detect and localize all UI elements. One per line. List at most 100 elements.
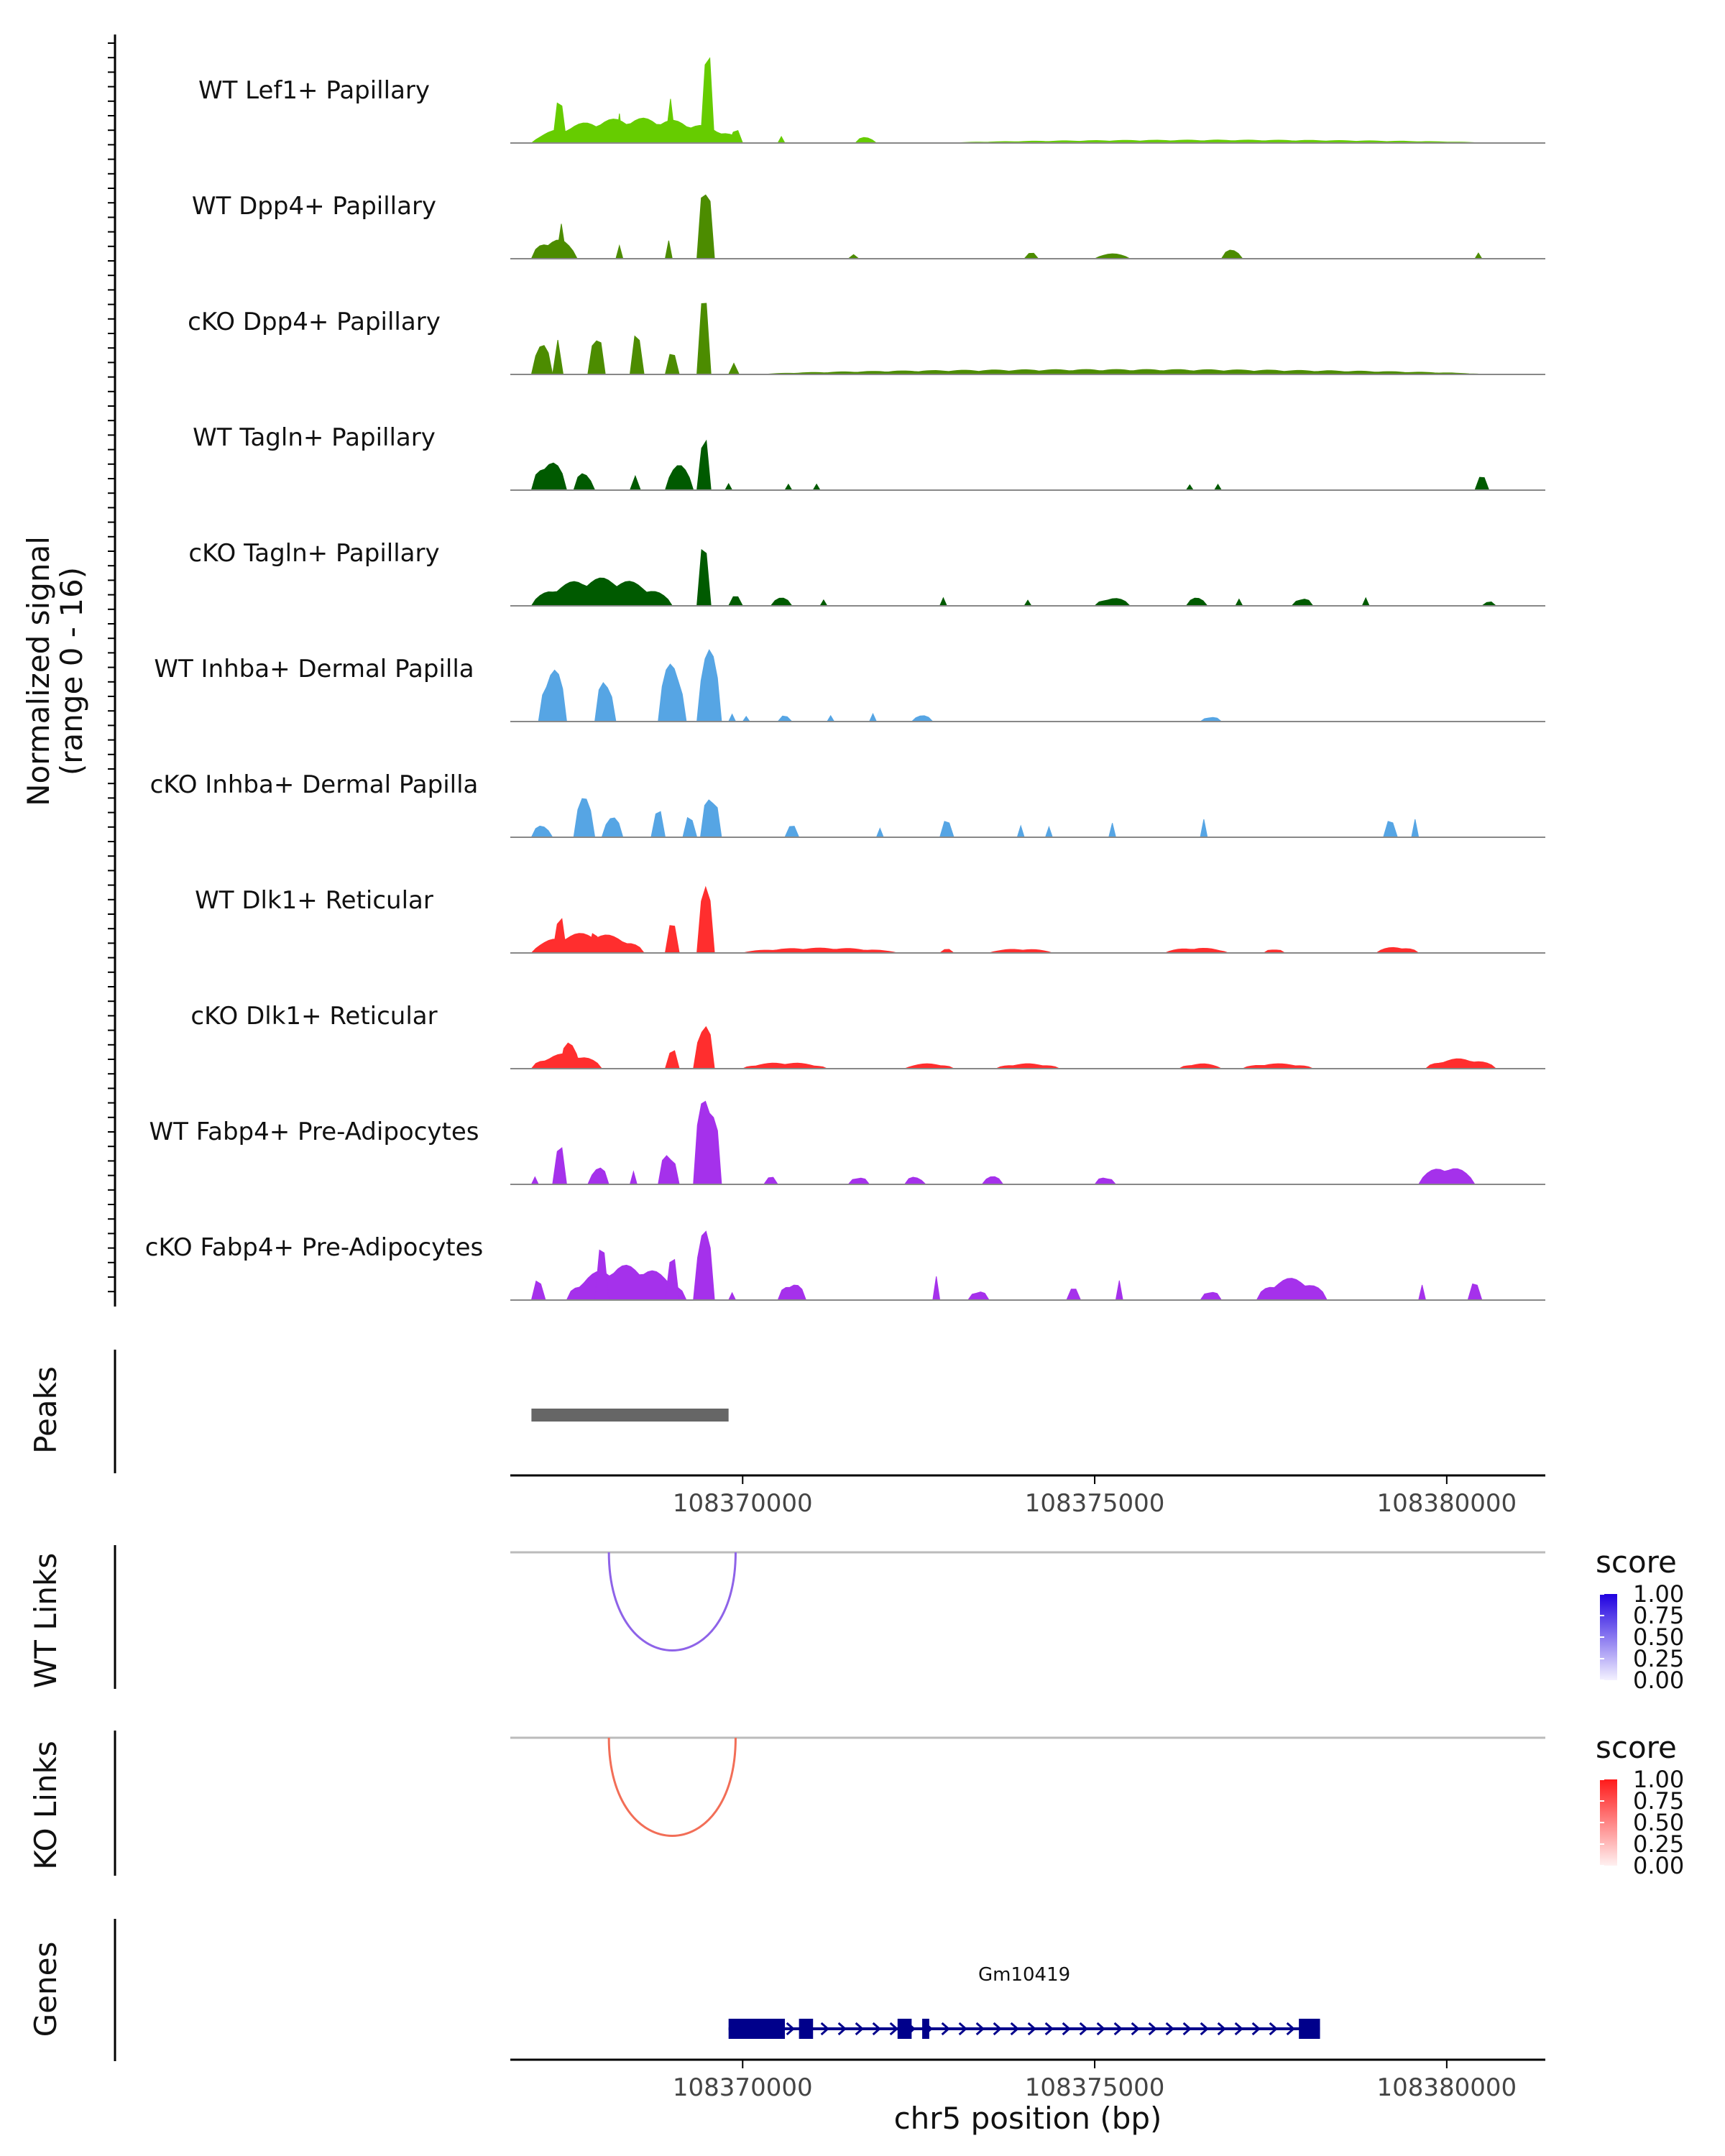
- coverage-peak: [1235, 598, 1243, 607]
- coverage-peak: [601, 817, 624, 838]
- x-axis-bottom: 108370000 108375000 108380000: [673, 2060, 1517, 2102]
- strand-arrow: [872, 2022, 881, 2036]
- y-axis-label-line: Normalized signal: [21, 536, 56, 806]
- coverage-peak: [904, 1063, 954, 1069]
- coverage-peak: [981, 1176, 1004, 1185]
- gene-exon: [897, 2019, 912, 2039]
- track-label: WT Fabp4+ Pre-Adipocytes: [150, 1118, 479, 1146]
- track: WT Dpp4+ Papillary: [192, 192, 1545, 259]
- coverage-peak: [629, 474, 641, 491]
- coverage-peak: [1066, 1289, 1082, 1301]
- track: WT Fabp4+ Pre-Adipocytes: [150, 1100, 1545, 1185]
- strand-arrow: [889, 2022, 898, 2036]
- y-axis-ticks: [108, 42, 115, 1293]
- legend-tick-label: 0.00: [1633, 1667, 1684, 1694]
- coverage-peak: [530, 933, 645, 954]
- track: cKO Dlk1+ Reticular: [190, 1002, 1545, 1069]
- coverage-peak: [1024, 599, 1032, 607]
- x-tick-label: 108380000: [1377, 1489, 1517, 1518]
- track: cKO Tagln+ Papillary: [188, 539, 1545, 607]
- coverage-peak: [530, 1280, 546, 1301]
- strand-arrow: [958, 2022, 967, 2036]
- coverage-peak: [615, 244, 624, 259]
- coverage-peak: [558, 1042, 581, 1069]
- strand-arrow: [993, 2022, 1002, 2036]
- track-label: WT Lef1+ Papillary: [198, 76, 430, 105]
- coverage-peak: [696, 885, 715, 954]
- coverage-peak: [988, 949, 1053, 954]
- coverage-peak: [1200, 1291, 1223, 1301]
- coverage-peak: [1467, 1283, 1483, 1301]
- coverage-peak: [967, 1291, 990, 1301]
- coverage-peak: [777, 135, 786, 144]
- strand-arrow: [1165, 2022, 1174, 2036]
- legend-tick-label: 0.50: [1633, 1623, 1684, 1651]
- coverage-peak: [530, 345, 553, 375]
- strand-arrow: [1113, 2022, 1123, 2036]
- coverage-peak: [696, 303, 712, 375]
- strand-arrow: [855, 2022, 864, 2036]
- legend-tick-label: 0.75: [1633, 1787, 1684, 1815]
- coverage-peak: [587, 340, 606, 375]
- coverage-peak: [696, 439, 712, 491]
- coverage-peak: [1291, 599, 1314, 607]
- coverage-peak: [777, 1284, 807, 1301]
- x-tick-label: 108375000: [1025, 2073, 1165, 2102]
- x-tick-label: 108370000: [673, 2073, 813, 2102]
- track: cKO Fabp4+ Pre-Adipocytes: [145, 1230, 1545, 1301]
- coverage-peak: [847, 1177, 870, 1185]
- legend-tick-label: 0.00: [1633, 1852, 1684, 1879]
- coverage-peak: [629, 1170, 638, 1185]
- coverage-peak: [1474, 252, 1483, 259]
- y-axis-label-line: (range 0 - 16): [54, 567, 89, 775]
- coverage-peak: [552, 340, 564, 375]
- coverage-peak: [1164, 947, 1229, 954]
- track: cKO Dpp4+ Papillary: [188, 303, 1545, 375]
- coverage-peak: [1213, 484, 1223, 491]
- strand-arrow: [1251, 2022, 1261, 2036]
- coverage-peak: [1242, 1063, 1313, 1069]
- x-axis-top: 108370000 108375000 108380000: [673, 1475, 1517, 1518]
- coverage-peak: [868, 712, 878, 722]
- peak-range-bar: [531, 1409, 729, 1422]
- coverage-peak: [1044, 825, 1053, 838]
- coverage-peak: [664, 1258, 680, 1301]
- gene-exon: [799, 2019, 814, 2039]
- gene-exon: [1299, 2019, 1320, 2039]
- coverage-peak: [693, 1026, 715, 1069]
- coverage-peak: [1383, 821, 1398, 838]
- coverage-peak: [742, 947, 898, 954]
- track-label: cKO Tagln+ Papillary: [188, 539, 439, 568]
- track: WT Dlk1+ Reticular: [195, 885, 1545, 954]
- strand-arrow: [1200, 2022, 1209, 2036]
- track-label: WT Tagln+ Papillary: [193, 423, 436, 452]
- coverage-peak: [1108, 823, 1117, 838]
- coverage-peak: [696, 194, 715, 259]
- coverage-peak: [727, 713, 737, 722]
- genes-track-label: Genes: [28, 1942, 63, 2037]
- x-axis-label: chr5 position (bp): [894, 2101, 1162, 2136]
- peaks-track-label: Peaks: [28, 1366, 63, 1454]
- coverage-peak: [664, 354, 680, 375]
- strand-arrow: [975, 2022, 985, 2036]
- coverage-peak: [742, 716, 751, 722]
- coverage-peak: [1411, 819, 1420, 838]
- coverage-peak: [664, 240, 673, 259]
- x-tick-label: 108370000: [673, 1489, 813, 1518]
- coverage-peak: [932, 1276, 941, 1301]
- track-label: cKO Dpp4+ Papillary: [188, 308, 441, 336]
- coverage-peak: [693, 1100, 722, 1185]
- coverage-peak: [1094, 1177, 1117, 1185]
- track-label: cKO Inhba+ Dermal Papilla: [150, 770, 479, 799]
- coverage-peak: [658, 1155, 680, 1185]
- gene-exon: [922, 2019, 929, 2039]
- coverage-peak: [1179, 1063, 1222, 1069]
- coverage-peak: [693, 1230, 715, 1301]
- coverage-peak: [763, 369, 1482, 375]
- coverage-peak: [903, 1176, 927, 1185]
- legend-tick-label: 0.25: [1633, 1645, 1684, 1672]
- strand-arrow: [1234, 2022, 1243, 2036]
- strand-arrow: [820, 2022, 829, 2036]
- coverage-peak: [699, 57, 715, 144]
